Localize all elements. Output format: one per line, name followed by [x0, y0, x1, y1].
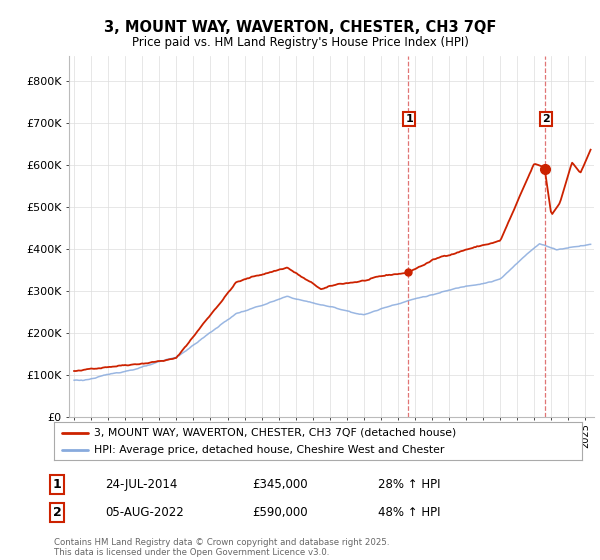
Text: £345,000: £345,000: [252, 478, 308, 491]
Text: £590,000: £590,000: [252, 506, 308, 519]
Text: Price paid vs. HM Land Registry's House Price Index (HPI): Price paid vs. HM Land Registry's House …: [131, 36, 469, 49]
Text: 3, MOUNT WAY, WAVERTON, CHESTER, CH3 7QF (detached house): 3, MOUNT WAY, WAVERTON, CHESTER, CH3 7QF…: [94, 427, 456, 437]
Text: 1: 1: [406, 114, 413, 124]
Text: HPI: Average price, detached house, Cheshire West and Chester: HPI: Average price, detached house, Ches…: [94, 445, 444, 455]
Text: 2: 2: [53, 506, 61, 519]
Text: Contains HM Land Registry data © Crown copyright and database right 2025.
This d: Contains HM Land Registry data © Crown c…: [54, 538, 389, 557]
Text: 24-JUL-2014: 24-JUL-2014: [105, 478, 178, 491]
Text: 1: 1: [53, 478, 61, 491]
Text: 2: 2: [542, 114, 550, 124]
Text: 05-AUG-2022: 05-AUG-2022: [105, 506, 184, 519]
Text: 28% ↑ HPI: 28% ↑ HPI: [378, 478, 440, 491]
Text: 3, MOUNT WAY, WAVERTON, CHESTER, CH3 7QF: 3, MOUNT WAY, WAVERTON, CHESTER, CH3 7QF: [104, 20, 496, 35]
Text: 48% ↑ HPI: 48% ↑ HPI: [378, 506, 440, 519]
